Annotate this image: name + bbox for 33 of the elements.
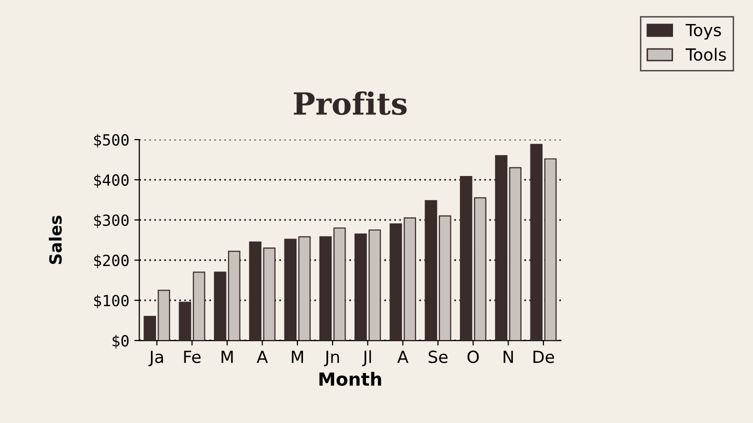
x-tick-label: Fe bbox=[184, 350, 201, 364]
y-axis-title: Sales bbox=[48, 216, 62, 264]
legend-label: Tools bbox=[686, 48, 726, 61]
x-tick-label: Jl bbox=[362, 350, 371, 366]
x-axis-title: Month bbox=[319, 372, 382, 386]
x-tick-label: M bbox=[222, 350, 233, 363]
x-tick-label: Se bbox=[428, 350, 448, 364]
y-tick-label: $100 bbox=[94, 294, 129, 308]
y-tick-label: $300 bbox=[94, 214, 129, 228]
bar bbox=[333, 227, 346, 341]
x-tick-label: O bbox=[468, 350, 479, 364]
bar bbox=[298, 236, 311, 341]
y-tick-label: $0 bbox=[112, 334, 129, 349]
x-tick-label: N bbox=[504, 350, 513, 363]
x-tick-label: A bbox=[397, 350, 408, 363]
bar bbox=[424, 200, 438, 341]
x-tick-label: De bbox=[534, 350, 554, 364]
chart-title: Profits bbox=[294, 91, 407, 116]
bar bbox=[530, 144, 543, 341]
bar bbox=[178, 302, 192, 341]
x-tick-label: Ja bbox=[148, 350, 163, 366]
y-tick-label: $200 bbox=[94, 254, 129, 268]
y-tick-label: $400 bbox=[94, 174, 129, 188]
bar bbox=[438, 215, 452, 341]
bar bbox=[192, 272, 206, 341]
bar bbox=[544, 158, 557, 341]
legend-label: Toys bbox=[686, 24, 721, 40]
x-tick-label: M bbox=[292, 350, 303, 363]
y-tick-label: $500 bbox=[94, 134, 129, 148]
x-tick-label: A bbox=[256, 350, 268, 363]
bar bbox=[284, 238, 297, 341]
bar bbox=[319, 236, 332, 341]
x-tick-label: Jn bbox=[324, 350, 339, 366]
